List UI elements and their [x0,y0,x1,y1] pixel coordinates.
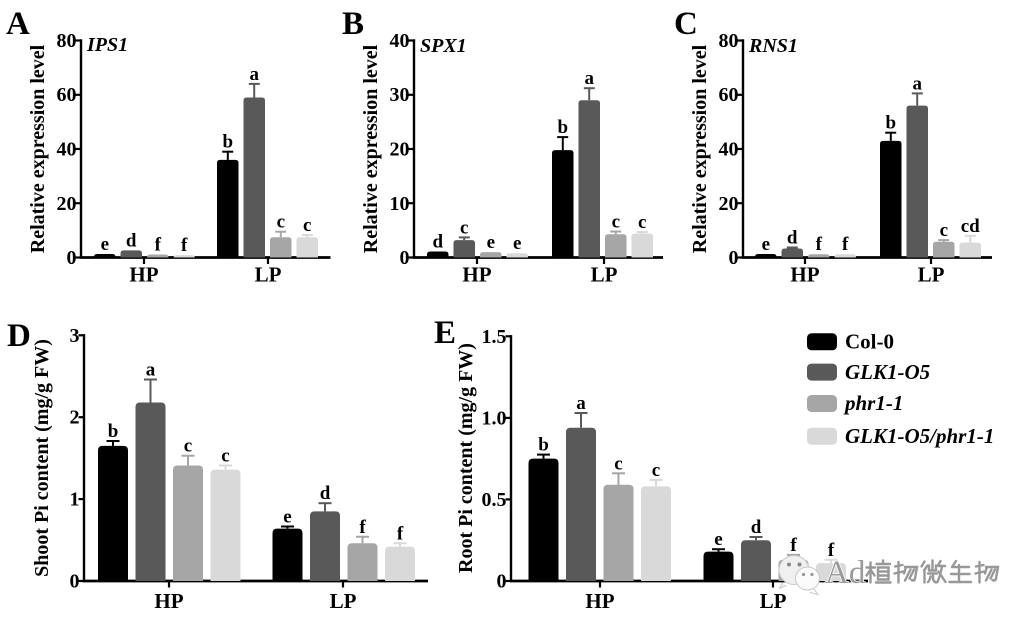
svg-text:30: 30 [390,84,410,106]
svg-text:e: e [487,232,495,253]
svg-text:A: A [6,6,30,42]
svg-text:HP: HP [585,589,614,613]
svg-text:e: e [714,529,722,550]
svg-text:d: d [126,230,137,251]
svg-text:GLK1-O5/phr1-1: GLK1-O5/phr1-1 [845,424,994,448]
svg-text:e: e [513,233,521,254]
svg-text:40: 40 [719,139,739,161]
svg-text:LP: LP [591,263,618,287]
svg-text:a: a [912,73,922,94]
svg-text:f: f [790,535,797,556]
svg-text:c: c [940,220,948,241]
svg-text:B: B [342,6,364,42]
svg-text:cd: cd [961,216,980,237]
svg-text:c: c [303,215,311,236]
svg-text:HP: HP [462,263,491,287]
svg-text:c: c [221,446,229,467]
svg-text:1: 1 [70,489,80,511]
svg-text:20: 20 [57,193,77,215]
svg-text:f: f [155,235,162,256]
svg-text:f: f [359,517,366,538]
svg-text:Relative expression level: Relative expression level [360,44,382,253]
svg-text:e: e [101,234,109,255]
svg-text:LP: LP [918,263,945,287]
svg-text:IPS1: IPS1 [86,34,128,56]
svg-text:HP: HP [154,589,183,613]
svg-text:a: a [146,360,156,381]
svg-text:c: c [277,212,285,233]
svg-text:0.5: 0.5 [482,489,507,511]
svg-text:RNS1: RNS1 [748,35,798,57]
svg-text:40: 40 [57,139,77,161]
svg-text:20: 20 [390,139,410,161]
svg-text:0: 0 [67,247,77,269]
svg-text:GLK1-O5: GLK1-O5 [845,360,930,384]
svg-text:f: f [828,540,835,561]
svg-text:Root Pi content (mg/g FW): Root Pi content (mg/g FW) [455,343,477,573]
svg-text:0: 0 [400,247,410,269]
svg-text:e: e [762,234,770,255]
svg-text:c: c [614,453,622,474]
svg-text:Ad: Ad [825,555,866,591]
svg-text:b: b [538,435,549,456]
svg-text:1.0: 1.0 [482,407,507,429]
svg-text:b: b [223,132,234,153]
svg-text:a: a [249,64,259,85]
svg-text:LP: LP [330,589,357,613]
svg-text:f: f [181,235,188,256]
svg-text:b: b [886,113,897,134]
svg-text:0: 0 [497,571,507,593]
svg-text:b: b [558,117,569,138]
svg-text:D: D [7,318,31,354]
svg-text:a: a [584,68,594,89]
svg-text:Shoot Pi content (mg/g FW): Shoot Pi content (mg/g FW) [31,339,53,577]
svg-text:80: 80 [719,30,739,52]
svg-text:d: d [751,517,762,538]
svg-text:c: c [638,212,646,233]
svg-text:f: f [816,234,823,255]
svg-text:f: f [397,523,404,544]
svg-text:1.5: 1.5 [482,326,507,348]
svg-text:Relative expression level: Relative expression level [689,44,711,253]
svg-text:e: e [283,507,291,528]
svg-text:SPX1: SPX1 [420,35,467,57]
svg-text:40: 40 [390,30,410,52]
svg-text:3: 3 [70,325,80,347]
svg-text:2: 2 [70,407,80,429]
svg-text:a: a [576,393,586,414]
svg-text:HP: HP [790,263,819,287]
svg-text:c: c [612,212,620,233]
svg-text:60: 60 [57,84,77,106]
svg-text:HP: HP [129,263,158,287]
svg-text:C: C [674,6,698,42]
svg-text:E: E [434,315,456,351]
svg-text:LP: LP [760,589,787,613]
svg-text:c: c [652,460,660,481]
svg-text:0: 0 [70,571,80,593]
svg-text:LP: LP [255,263,282,287]
svg-text:10: 10 [390,193,410,215]
svg-text:60: 60 [719,84,739,106]
svg-text:d: d [787,228,798,249]
svg-text:b: b [108,421,119,442]
svg-text:Col-0: Col-0 [845,330,894,354]
svg-text:f: f [842,234,849,255]
svg-text:d: d [320,483,331,504]
svg-text:c: c [184,436,192,457]
svg-text:Relative expression level: Relative expression level [27,44,49,253]
svg-text:80: 80 [57,30,77,52]
svg-text:d: d [433,232,444,253]
svg-text:c: c [460,217,468,238]
svg-text:phr1-1: phr1-1 [843,391,903,415]
svg-text:0: 0 [729,247,739,269]
svg-text:20: 20 [719,193,739,215]
